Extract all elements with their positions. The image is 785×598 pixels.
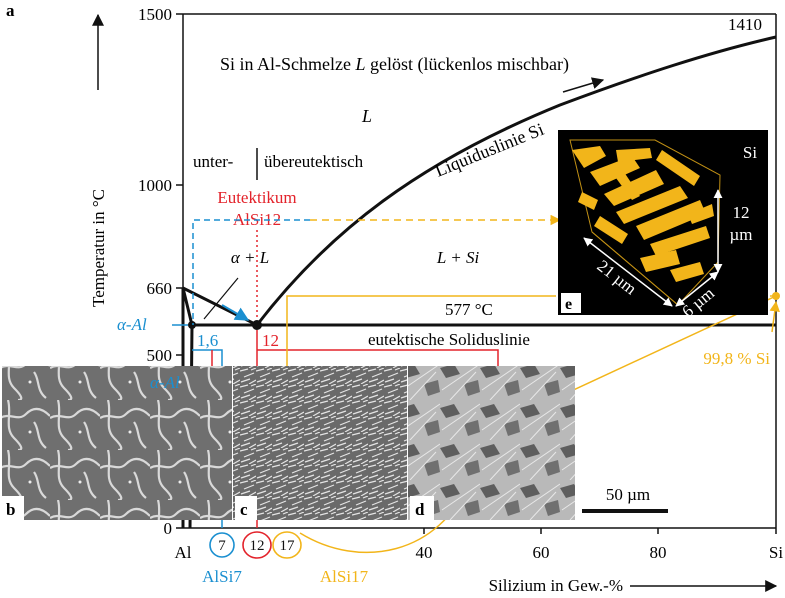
circle-17 [272,531,302,559]
label-uebereutektisch: übereutektisch [264,152,364,171]
micrograph-c: c [233,366,407,520]
orange-998-arrow [769,300,780,333]
x-tick-80: 80 [650,543,667,562]
blue-eutectic-arrow [221,304,250,321]
y-tick-660: 660 [147,279,173,298]
label-99-8-si: 99,8 % Si [703,349,770,368]
micrograph-d: d [408,366,575,520]
label-l-si: L + Si [436,248,480,267]
inset-arrow-21 [583,237,673,307]
title-label: Si in Al-Schmelze L gelöst (lückenlos mi… [220,54,569,75]
circle-12 [242,531,272,559]
y-tick-0: 0 [164,519,173,538]
label-unter: unter- [193,152,234,171]
x-tick-17: 17 [280,538,296,554]
label-1410: 1410 [728,15,762,34]
liquidus-arrow [562,77,605,93]
inset-dim-12: 12 [733,203,750,222]
eutectic-point [252,320,262,330]
label-l-region: L [361,106,372,126]
x-tick-12: 12 [250,538,265,554]
label-liquidus: Liquiduslinie Si [432,119,547,181]
y-tick-1500: 1500 [138,5,172,24]
panel-label-b: b [6,500,15,519]
inset-label-si: Si [743,143,757,162]
blue-dashed-guide [192,219,310,325]
label-alpha-al: α-Al [117,315,147,334]
circled-ticks [209,531,302,559]
inset-arrow-6 [675,271,719,307]
label-solidus: eutektische Soliduslinie [368,330,530,349]
inset-e: Si 12 µm 21 µm 6 µm e [558,130,768,321]
label-alsi17: AlSi17 [320,567,369,586]
inset-dim-um: µm [729,225,752,244]
label-alsi7: AlSi7 [202,567,242,586]
label-alpha-l: α + L [231,248,269,267]
x-tick-7: 7 [218,538,226,554]
panel-label-e: e [565,296,572,313]
panel-label-c: c [240,500,248,519]
panel-label-d: d [415,500,425,519]
y-tick-labels: 1500 1000 660 500 0 [138,5,172,538]
label-alpha-al-img: α-Al [150,373,180,392]
alpha-l-pointer [203,277,239,320]
liquidus-line [255,35,777,326]
label-50um: 50 µm [606,485,650,504]
panel-label-a: a [6,1,15,20]
x-ticks [423,528,777,534]
max-solubility-point [188,321,196,329]
y-tick-1000: 1000 [138,176,172,195]
label-1-6: 1,6 [197,331,218,350]
y-axis-label: Temperatur in °C [89,189,108,307]
micrograph-b: b α-Al [2,366,232,520]
x-tick-60: 60 [533,543,550,562]
label-12: 12 [262,331,279,350]
x-tick-40: 40 [416,543,433,562]
x-axis-label: Silizium in Gew.-% [489,576,623,595]
x-tick-si: Si [769,543,783,562]
x-tick-labels: Al 40 60 80 Si [175,543,784,562]
label-577: 577 °C [445,300,493,319]
circle-7 [209,532,235,558]
y-tick-500: 500 [147,346,173,365]
x-tick-al: Al [175,543,192,562]
label-eutektikum: Eutektikum [217,188,296,207]
